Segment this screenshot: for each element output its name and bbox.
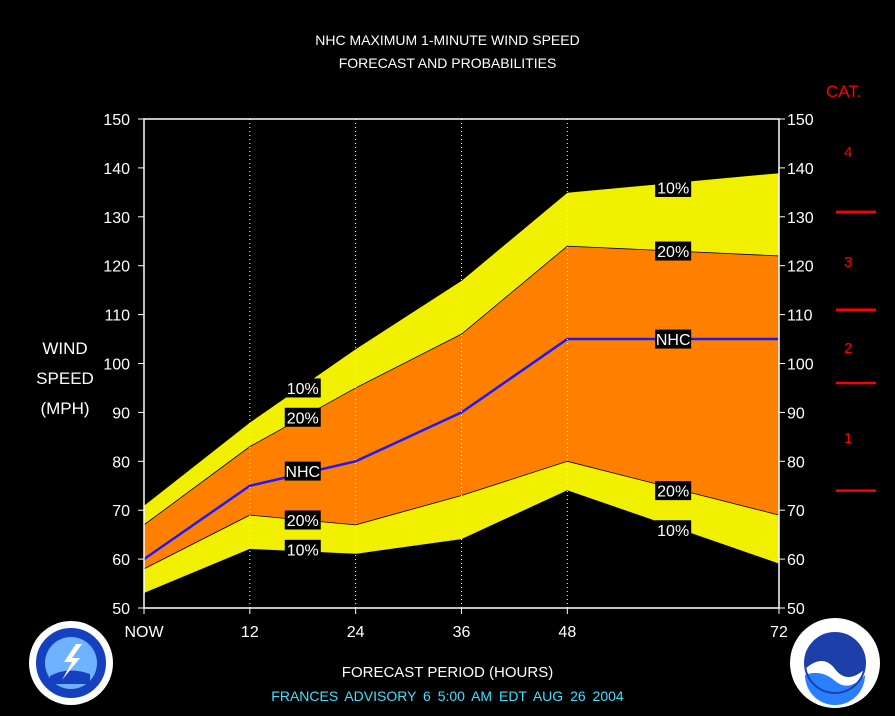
y-tick-label-right: 120 [787, 259, 814, 276]
annotation-label: 10% [657, 523, 689, 540]
category-label-1: 1 [844, 430, 853, 448]
x-tick-label: 24 [347, 624, 365, 641]
annotation-box [655, 481, 692, 501]
y-tick-label-left: 70 [112, 503, 130, 520]
annotation-box [655, 520, 692, 540]
y-tick-label-left: 80 [112, 454, 130, 471]
y-tick-label-right: 100 [787, 357, 814, 374]
nhc-forecast-line [143, 337, 779, 561]
annotation-box [655, 177, 692, 197]
x-tick-label: NOW [124, 624, 164, 641]
category-label-2: 2 [844, 339, 853, 357]
annotation-label: 10% [287, 542, 319, 559]
annotation-label: 20% [287, 513, 319, 530]
y-tick-label-right: 110 [787, 308, 813, 325]
y-tick-label-left: 140 [103, 161, 130, 178]
y-tick-label-right: 50 [787, 601, 805, 618]
y-tick-label-left: 100 [103, 357, 130, 374]
x-tick-label: 48 [558, 624, 576, 641]
y-tick-label-left: 50 [112, 601, 130, 618]
annotation-box [284, 378, 321, 398]
category-title: CAT. [826, 82, 862, 101]
x-tick-label: 72 [770, 624, 788, 641]
annotation-box [655, 241, 692, 261]
annotation-label: 20% [657, 244, 689, 261]
series-line-3 [143, 460, 780, 570]
y-tick-label-left: 90 [112, 405, 130, 422]
series-line-1 [143, 245, 780, 526]
annotation-label: NHC [656, 332, 691, 349]
annotation-label: 20% [287, 410, 319, 427]
y-tick-label-left: 110 [104, 308, 130, 325]
annotation-box [655, 329, 692, 349]
y-tick-label-right: 90 [787, 405, 805, 422]
category-label-3: 3 [844, 254, 853, 272]
y-axis-label-line1: WIND [42, 339, 88, 358]
x-tick-label: 36 [453, 624, 471, 641]
annotation-box [284, 539, 321, 559]
y-axis-label-line2: SPEED [36, 369, 94, 388]
y-tick-label-right: 60 [787, 552, 805, 569]
x-axis-title: FORECAST PERIOD (HOURS) [341, 664, 554, 681]
nws-logo [28, 620, 114, 706]
chart-title-line2: FORECAST AND PROBABILITIES [338, 55, 557, 71]
y-tick-label-left: 150 [103, 112, 130, 129]
annotation-label: 10% [657, 180, 689, 197]
category-label-4: 4 [844, 144, 853, 162]
chart-title-line1: NHC MAXIMUM 1-MINUTE WIND SPEED [315, 32, 580, 48]
advisory-text: FRANCES ADVISORY 6 5:00 AM EDT AUG 26 20… [271, 688, 624, 704]
y-tick-label-left: 120 [103, 259, 130, 276]
annotation-label: 10% [287, 381, 319, 398]
annotation-label: NHC [285, 464, 320, 481]
y-axis-label-line3: (MPH) [40, 399, 90, 418]
annotation-box [284, 461, 321, 481]
x-tick-label: 12 [241, 624, 259, 641]
y-tick-label-right: 80 [787, 454, 805, 471]
series-line-4 [143, 490, 780, 594]
y-tick-label-right: 150 [787, 112, 814, 129]
annotation-box [284, 510, 321, 530]
y-tick-label-right: 70 [787, 503, 805, 520]
series-line-0 [143, 172, 780, 506]
y-tick-label-left: 130 [103, 210, 130, 227]
y-tick-label-right: 140 [787, 161, 814, 178]
annotation-label: 20% [657, 484, 689, 501]
noaa-logo [789, 617, 881, 709]
annotation-box [284, 407, 321, 427]
y-tick-label-right: 130 [787, 210, 814, 227]
y-tick-label-left: 60 [112, 552, 130, 569]
